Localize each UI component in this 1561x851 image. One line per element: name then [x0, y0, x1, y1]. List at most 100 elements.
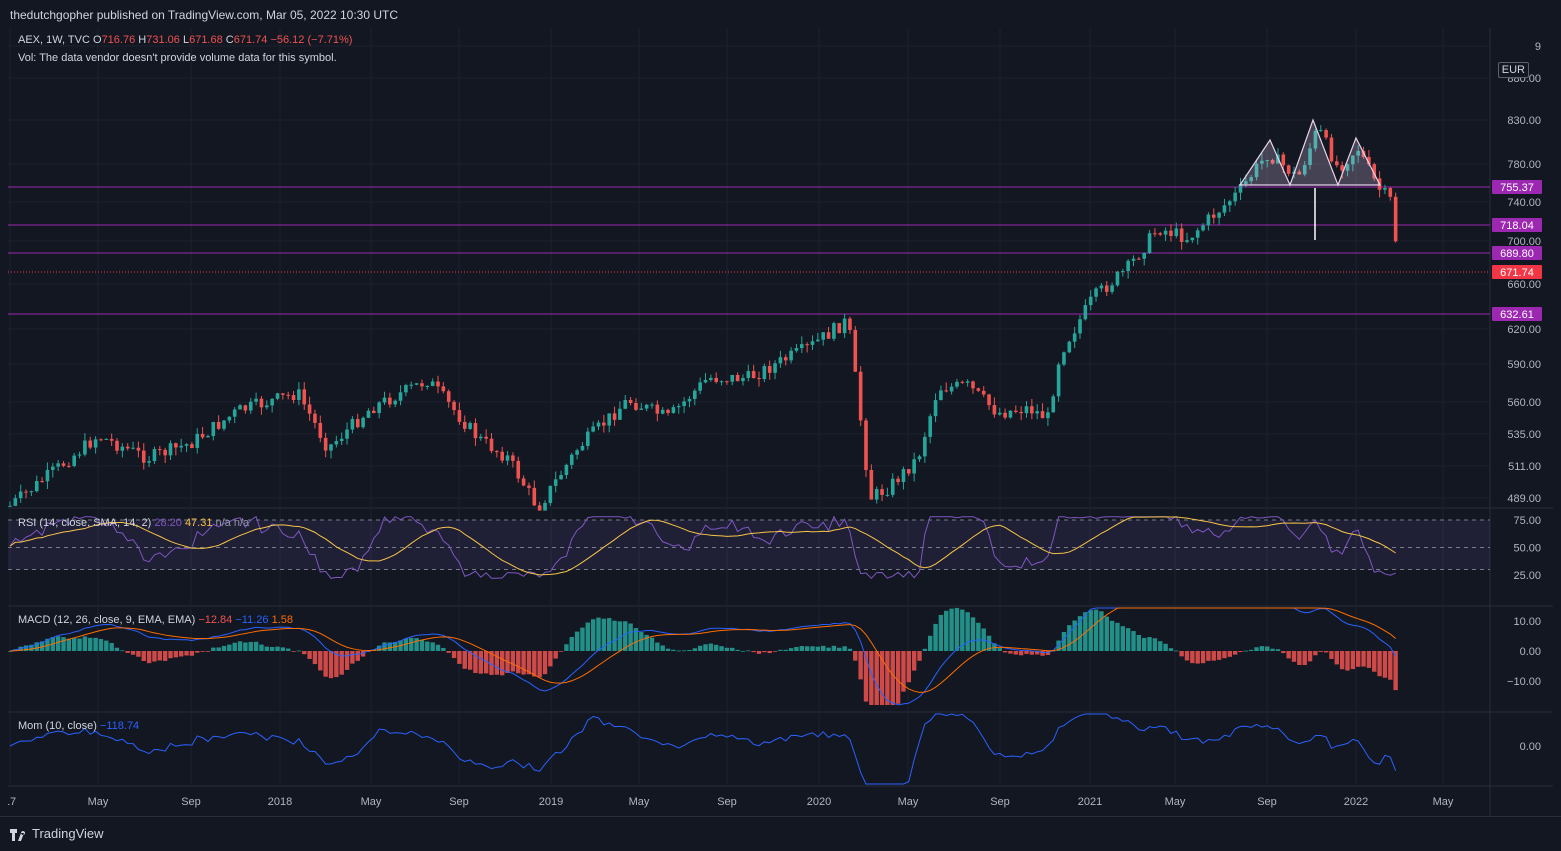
candle-body: [907, 469, 911, 474]
candle-body: [789, 350, 793, 361]
candle-body: [248, 401, 253, 411]
macd-histogram-bar: [500, 651, 505, 676]
macd-histogram-bar: [1275, 649, 1281, 651]
candle-body: [1174, 228, 1179, 237]
macd-histogram-bar: [489, 651, 494, 675]
candle-body: [1083, 305, 1088, 320]
macd-title: MACD (12, 26, close, 9, EMA, EMA): [18, 614, 196, 626]
candle-body: [1185, 240, 1189, 242]
macd-histogram-bar: [286, 648, 291, 651]
macd-histogram-bar: [88, 637, 93, 651]
candle-body: [1137, 258, 1141, 260]
candle-body: [1356, 150, 1360, 156]
macd-histogram-bar: [986, 635, 992, 651]
candle-body: [45, 469, 50, 482]
macd-histogram-bar: [863, 651, 869, 702]
candle-body: [778, 357, 783, 364]
macd-histogram-bar: [216, 647, 221, 651]
level-badge: [1492, 246, 1542, 260]
candle-body: [1040, 411, 1045, 419]
macd-histogram-bar: [1356, 651, 1361, 667]
macd-histogram-bar: [339, 651, 344, 675]
time-axis-label: May: [898, 796, 919, 808]
chart-svg[interactable]: 9880.00830.00780.00740.00700.00660.00620…: [4, 28, 1553, 816]
macd-histogram-bar: [906, 651, 911, 683]
candle-body: [441, 386, 446, 392]
symbol-label: AEX, 1W, TVC: [18, 34, 90, 46]
candle-body: [527, 485, 531, 488]
macd-histogram-bar: [1109, 620, 1115, 651]
macd-histogram-bar: [767, 651, 772, 654]
macd-tick-label: −10.00: [1507, 676, 1541, 688]
macd-histogram-bar: [804, 646, 810, 651]
macd-histogram-bar: [82, 636, 88, 651]
candle-body: [147, 461, 151, 463]
macd-histogram-bar: [467, 651, 473, 670]
macd-histogram-bar: [687, 650, 692, 651]
candle-body: [13, 498, 18, 506]
candle-body: [1222, 205, 1227, 213]
candle-body: [928, 416, 932, 437]
macd-histogram-bar: [965, 612, 970, 651]
candle-body: [848, 318, 852, 331]
candle-body: [660, 409, 665, 414]
time-axis-label: May: [1433, 796, 1454, 808]
candle-body: [944, 390, 949, 392]
macd-histogram-bar: [1249, 649, 1254, 651]
candle-body: [1308, 148, 1312, 165]
chart-area[interactable]: 9 880.00 830.00 780.00 740.00 700.00 660.00 620…: [4, 28, 1553, 816]
rsi-tail: n/a n/a: [215, 517, 250, 529]
candle-body: [40, 481, 44, 483]
macd-histogram-bar: [382, 642, 387, 651]
candle-body: [559, 475, 563, 480]
candle-body: [810, 341, 815, 345]
candle-body: [1211, 214, 1216, 218]
macd-histogram-bar: [794, 646, 799, 651]
candle-body: [955, 381, 959, 387]
candle-body: [682, 401, 686, 407]
macd-histogram-bar: [1345, 651, 1350, 671]
price-tick-label: 700.00: [1507, 236, 1541, 248]
candle-body: [1126, 260, 1130, 272]
macd-histogram-bar: [7, 651, 13, 652]
candle-body: [1340, 165, 1344, 171]
ohlc-legend: AEX, 1W, TVC O716.76 H731.06 L671.68 C67…: [18, 34, 352, 46]
candle-body: [1244, 181, 1248, 185]
candle-body: [1024, 406, 1029, 414]
candle-body: [1030, 406, 1034, 414]
macd-histogram-bar: [1339, 651, 1345, 670]
macd-histogram-bar: [1099, 611, 1104, 651]
time-axis-label: May: [629, 796, 650, 808]
candle-body: [425, 385, 430, 387]
candle-body: [211, 421, 216, 437]
candle-body: [366, 410, 371, 418]
macd-histogram-bar: [580, 627, 585, 651]
candle-body: [783, 357, 788, 361]
currency-badge[interactable]: EUR: [1497, 62, 1529, 78]
candle-body: [960, 381, 965, 383]
macd-histogram-bar: [1388, 651, 1393, 680]
candle-body: [1078, 319, 1082, 334]
macd-histogram-bar: [1147, 637, 1152, 651]
macd-histogram-bar: [130, 651, 136, 655]
macd-histogram-bar: [243, 642, 248, 651]
candle-body: [1233, 192, 1237, 202]
macd-histogram-bar: [1243, 650, 1249, 652]
macd-histogram-bar: [1093, 609, 1099, 651]
candle-body: [29, 491, 34, 493]
open-label: O: [93, 34, 102, 46]
close-value: 671.74: [233, 34, 268, 46]
macd-histogram-bar: [302, 651, 307, 655]
macd-histogram-bar: [1195, 651, 1200, 664]
macd-histogram-bar: [751, 651, 756, 653]
candle-body: [104, 438, 109, 440]
macd-histogram-bar: [1158, 641, 1163, 651]
candle-body: [1324, 130, 1328, 138]
macd-histogram-bar: [237, 641, 243, 651]
macd-histogram-bar: [1382, 651, 1388, 678]
candle-body: [890, 478, 895, 495]
price-tick-label: 560.00: [1507, 397, 1541, 409]
tradingview-logo[interactable]: TradingView: [10, 826, 104, 841]
candle-body: [1265, 160, 1270, 162]
candle-body: [1072, 333, 1077, 342]
